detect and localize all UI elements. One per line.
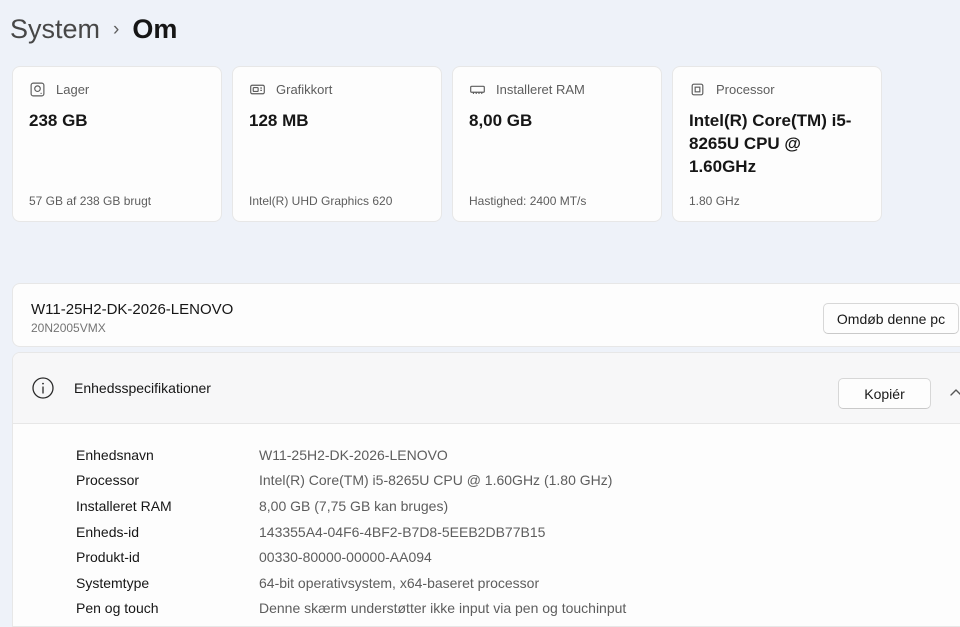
card-value: Intel(R) Core(TM) i5-8265U CPU @ 1.60GHz [689, 111, 852, 176]
summary-card-ram: Installeret RAM 8,00 GB Hastighed: 2400 … [452, 66, 662, 222]
spec-value: 143355A4-04F6-4BF2-B7D8-5EEB2DB77B15 [259, 523, 546, 540]
copy-button[interactable]: Kopiér [838, 378, 931, 409]
ram-icon [469, 81, 486, 98]
device-specs-expander: Enhedsspecifikationer Kopiér Enhedsnavn … [12, 352, 960, 627]
spec-value: 64-bit operativsystem, x64-baseret proce… [259, 574, 540, 591]
device-name-card: W11-25H2-DK-2026-LENOVO 20N2005VMX Omdøb… [12, 283, 960, 347]
card-footer: Hastighed: 2400 MT/s [469, 194, 587, 208]
spec-value: 8,00 GB (7,75 GB kan bruges) [259, 497, 449, 514]
spec-label: Produkt-id [76, 549, 140, 566]
table-row: Systemtype 64-bit operativsystem, x64-ba… [13, 570, 960, 596]
summary-cards: Lager 238 GB 57 GB af 238 GB brugt Grafi… [12, 66, 882, 222]
chevron-up-icon[interactable] [944, 381, 960, 405]
spec-label: Processor [76, 472, 140, 489]
table-row: Enheds-id 143355A4-04F6-4BF2-B7D8-5EEB2D… [13, 519, 960, 545]
summary-card-storage: Lager 238 GB 57 GB af 238 GB brugt [12, 66, 222, 222]
card-value: 8,00 GB [469, 111, 533, 130]
table-row: Pen og touch Denne skærm understøtter ik… [13, 596, 960, 622]
device-specs-expander-header[interactable]: Enhedsspecifikationer Kopiér [13, 353, 960, 424]
chevron-right-icon: › [113, 19, 120, 40]
breadcrumb-system[interactable]: System [10, 14, 101, 44]
device-name: W11-25H2-DK-2026-LENOVO [31, 301, 234, 318]
card-title: Grafikkort [276, 82, 333, 97]
summary-card-processor: Processor Intel(R) Core(TM) i5-8265U CPU… [672, 66, 882, 222]
spec-value: 00330-80000-00000-AA094 [259, 549, 432, 566]
gpu-icon [249, 81, 266, 98]
device-specs-table: Enhedsnavn W11-25H2-DK-2026-LENOVO Proce… [13, 424, 960, 621]
spec-label: Installeret RAM [76, 497, 172, 514]
cpu-icon [689, 81, 706, 98]
table-row: Processor Intel(R) Core(TM) i5-8265U CPU… [13, 468, 960, 494]
card-title: Processor [716, 82, 775, 97]
page-title: Om [132, 14, 178, 44]
spec-label: Enheds-id [76, 523, 140, 540]
storage-icon [29, 81, 46, 98]
spec-label: Pen og touch [76, 600, 159, 617]
card-footer: 1.80 GHz [689, 194, 740, 208]
breadcrumb: System › Om [10, 10, 177, 48]
summary-card-graphics: Grafikkort 128 MB Intel(R) UHD Graphics … [232, 66, 442, 222]
device-model: 20N2005VMX [31, 321, 106, 335]
info-icon [31, 376, 55, 400]
table-row: Installeret RAM 8,00 GB (7,75 GB kan bru… [13, 493, 960, 519]
spec-value: W11-25H2-DK-2026-LENOVO [259, 446, 448, 463]
card-value: 238 GB [29, 111, 88, 130]
spec-label: Enhedsnavn [76, 446, 154, 463]
spec-value: Intel(R) Core(TM) i5-8265U CPU @ 1.60GHz… [259, 472, 613, 489]
spec-label: Systemtype [76, 574, 150, 591]
card-footer: Intel(R) UHD Graphics 620 [249, 194, 393, 208]
table-row: Produkt-id 00330-80000-00000-AA094 [13, 544, 960, 570]
device-specs-title: Enhedsspecifikationer [74, 380, 211, 396]
card-title: Installeret RAM [496, 82, 585, 97]
table-row: Enhedsnavn W11-25H2-DK-2026-LENOVO [13, 442, 960, 468]
card-title: Lager [56, 82, 90, 97]
spec-value: Denne skærm understøtter ikke input via … [259, 600, 627, 617]
card-value: 128 MB [249, 111, 309, 130]
rename-pc-button[interactable]: Omdøb denne pc [823, 303, 959, 334]
card-footer: 57 GB af 238 GB brugt [29, 194, 152, 208]
